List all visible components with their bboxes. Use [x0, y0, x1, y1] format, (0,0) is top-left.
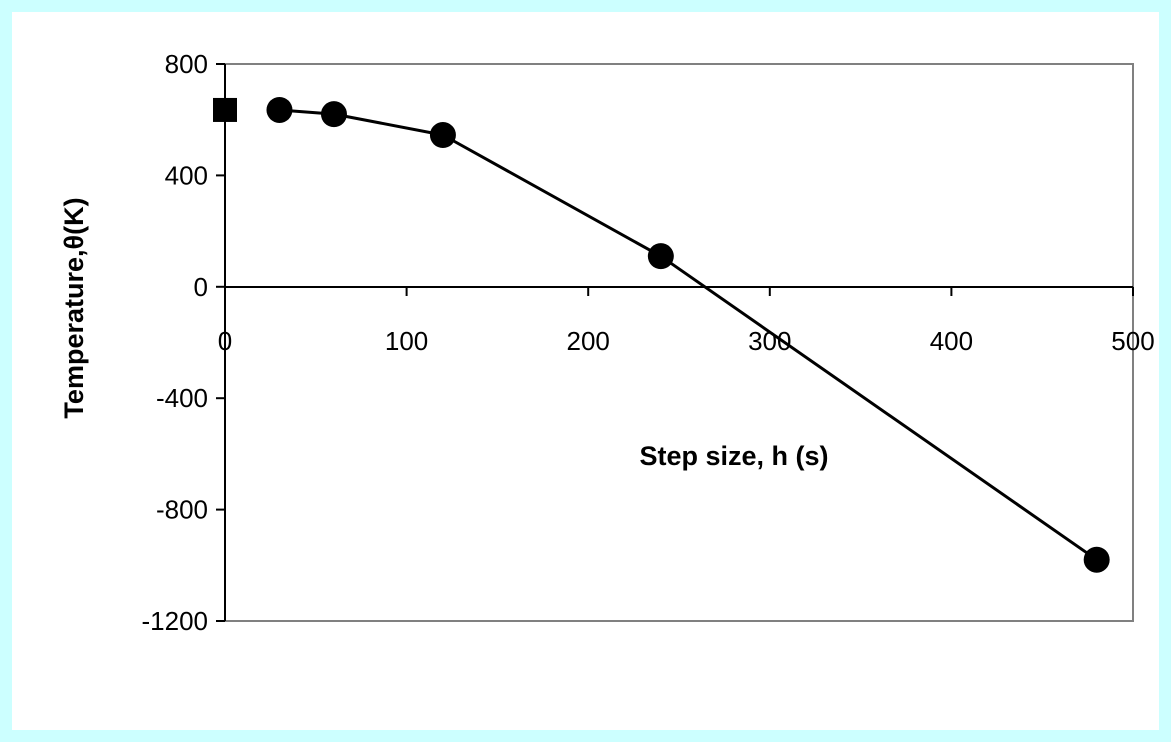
y-tick-label: -400	[156, 383, 208, 413]
x-axis-title: Step size, h (s)	[639, 441, 828, 471]
y-tick-label: -800	[156, 495, 208, 525]
x-tick-label: 0	[218, 326, 232, 356]
circle-marker	[1083, 546, 1110, 573]
x-tick-label: 500	[1111, 326, 1154, 356]
circle-marker	[647, 243, 674, 270]
circle-marker	[429, 122, 456, 149]
circle-marker	[320, 101, 347, 128]
y-tick-label: 400	[165, 160, 208, 190]
x-tick-label: 100	[385, 326, 428, 356]
y-tick-label: 0	[194, 272, 208, 302]
circle-marker	[266, 96, 293, 123]
y-tick-label: -1200	[142, 606, 209, 636]
y-axis-title: Temperature,θ(K)	[59, 197, 89, 418]
square-marker	[213, 97, 237, 122]
series-layer	[213, 96, 1110, 573]
x-tick-label: 400	[930, 326, 973, 356]
y-tick-label: 800	[165, 49, 208, 79]
x-tick-label: 200	[567, 326, 610, 356]
plot-area	[224, 63, 1134, 622]
